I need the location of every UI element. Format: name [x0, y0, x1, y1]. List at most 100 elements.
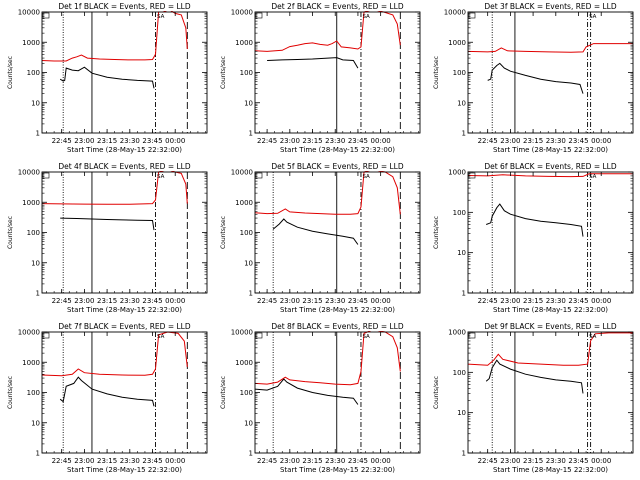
detector-panel: Det 8f BLACK = Events, RED = LLD SA 1 10 100…: [220, 322, 421, 474]
y-tick-label: 10: [244, 419, 253, 427]
y-axis-label: Counts/sec: [7, 216, 14, 249]
x-tick-label: 23:45: [568, 137, 588, 145]
y-tick-label: 1000: [22, 199, 40, 207]
y-tick-label: 100: [27, 69, 40, 77]
y-tick-label: 10000: [18, 329, 40, 337]
y-tick-label: 1: [462, 450, 466, 458]
plot-frame: [41, 331, 208, 454]
x-tick-label: 23:30: [325, 137, 345, 145]
detector-panel: Det 7f BLACK = Events, RED = LLD SA 1 10 100…: [7, 322, 208, 474]
panel-title: Det 6f BLACK = Events, RED = LLD: [484, 162, 617, 171]
panel-title: Det 4f BLACK = Events, RED = LLD: [58, 162, 191, 171]
lld-series-line: [42, 171, 188, 205]
y-tick-label: 10000: [231, 329, 253, 337]
detector-panel: Det 3f BLACK = Events, RED = LLD SA 1 10 100…: [433, 2, 634, 154]
x-tick-label: 23:30: [546, 137, 566, 145]
saa-marker-label: SA: [362, 334, 370, 340]
x-tick-label: 00:00: [591, 137, 611, 145]
y-tick-label: 100: [240, 229, 253, 237]
x-tick-label: 23:15: [523, 137, 543, 145]
lld-series-line: [255, 171, 401, 215]
saa-marker-label: SA: [157, 14, 165, 20]
x-tick-label: 23:30: [120, 457, 140, 465]
plot-frame: [467, 331, 634, 454]
y-tick-label: 100: [240, 389, 253, 397]
corner-marker: [255, 12, 263, 19]
y-tick-label: 1: [36, 290, 40, 298]
panel-title: Det 9f BLACK = Events, RED = LLD: [484, 322, 617, 331]
x-tick-label: 22:45: [478, 297, 498, 305]
y-tick-label: 10000: [444, 9, 466, 17]
x-axis-label: Start Time (28-May-15 22:32:00): [493, 146, 608, 154]
x-axis-label: Start Time (28-May-15 22:32:00): [493, 306, 608, 314]
events-series-line: [486, 203, 584, 237]
plot-frame: [254, 331, 421, 454]
x-tick-label: 22:45: [478, 137, 498, 145]
y-tick-label: 1000: [448, 169, 466, 177]
y-tick-label: 1000: [22, 39, 40, 47]
x-tick-label: 22:45: [257, 297, 277, 305]
events-series-line: [487, 62, 584, 94]
x-tick-label: 23:30: [546, 297, 566, 305]
x-axis-label: Start Time (28-May-15 22:32:00): [493, 466, 608, 474]
plot-frame: [254, 171, 421, 294]
x-tick-label: 23:15: [302, 457, 322, 465]
y-tick-label: 10: [244, 259, 253, 267]
plot-frame: [254, 11, 421, 134]
x-axis-label: Start Time (28-May-15 22:32:00): [280, 146, 395, 154]
x-tick-label: 23:30: [546, 457, 566, 465]
x-tick-label: 22:45: [257, 137, 277, 145]
x-axis-label: Start Time (28-May-15 22:32:00): [280, 466, 395, 474]
y-tick-label: 1: [249, 450, 253, 458]
x-tick-label: 23:45: [568, 297, 588, 305]
y-tick-label: 1000: [448, 329, 466, 337]
y-tick-label: 10000: [18, 169, 40, 177]
x-tick-label: 23:15: [302, 137, 322, 145]
events-series-line: [59, 376, 155, 407]
x-axis-label: Start Time (28-May-15 22:32:00): [67, 146, 182, 154]
panel-title: Det 2f BLACK = Events, RED = LLD: [271, 2, 404, 11]
y-tick-label: 10: [31, 259, 40, 267]
x-tick-label: 23:00: [280, 137, 300, 145]
plot-frame: [467, 171, 634, 294]
panel-title: Det 8f BLACK = Events, RED = LLD: [271, 322, 404, 331]
corner-marker: [468, 332, 476, 339]
x-tick-label: 23:00: [280, 297, 300, 305]
x-tick-label: 23:00: [500, 457, 520, 465]
detector-panel: Det 1f BLACK = Events, RED = LLD SA 1 10 100…: [7, 2, 208, 154]
events-series-line: [485, 359, 584, 394]
y-tick-label: 10000: [231, 9, 253, 17]
y-tick-label: 10: [31, 419, 40, 427]
x-tick-label: 00:00: [371, 297, 391, 305]
plot-frame: [467, 11, 634, 134]
y-axis-label: Counts/sec: [433, 216, 440, 249]
corner-marker: [255, 172, 263, 179]
y-tick-label: 10000: [231, 169, 253, 177]
x-tick-label: 23:00: [74, 137, 94, 145]
lld-series-line: [42, 331, 188, 377]
y-tick-label: 1: [36, 130, 40, 138]
x-tick-label: 22:45: [257, 457, 277, 465]
panel-title: Det 1f BLACK = Events, RED = LLD: [58, 2, 191, 11]
y-tick-label: 10: [244, 99, 253, 107]
saa-marker-label: SA: [589, 174, 597, 180]
x-tick-label: 00:00: [591, 297, 611, 305]
y-axis-label: Counts/sec: [220, 376, 227, 409]
x-axis-label: Start Time (28-May-15 22:32:00): [67, 466, 182, 474]
x-tick-label: 23:00: [500, 297, 520, 305]
y-tick-label: 10: [457, 249, 466, 257]
saa-marker-label: SA: [362, 174, 370, 180]
events-series-line: [267, 57, 359, 69]
x-tick-label: 00:00: [165, 457, 185, 465]
x-tick-label: 00:00: [591, 457, 611, 465]
x-tick-label: 23:45: [568, 457, 588, 465]
y-axis-label: Counts/sec: [220, 216, 227, 249]
x-tick-label: 23:00: [74, 297, 94, 305]
x-tick-label: 23:15: [97, 297, 117, 305]
y-tick-label: 1: [462, 130, 466, 138]
events-series-line: [59, 66, 155, 89]
y-axis-label: Counts/sec: [433, 376, 440, 409]
y-tick-label: 1: [462, 290, 466, 298]
corner-marker: [255, 332, 263, 339]
y-tick-label: 10: [457, 409, 466, 417]
